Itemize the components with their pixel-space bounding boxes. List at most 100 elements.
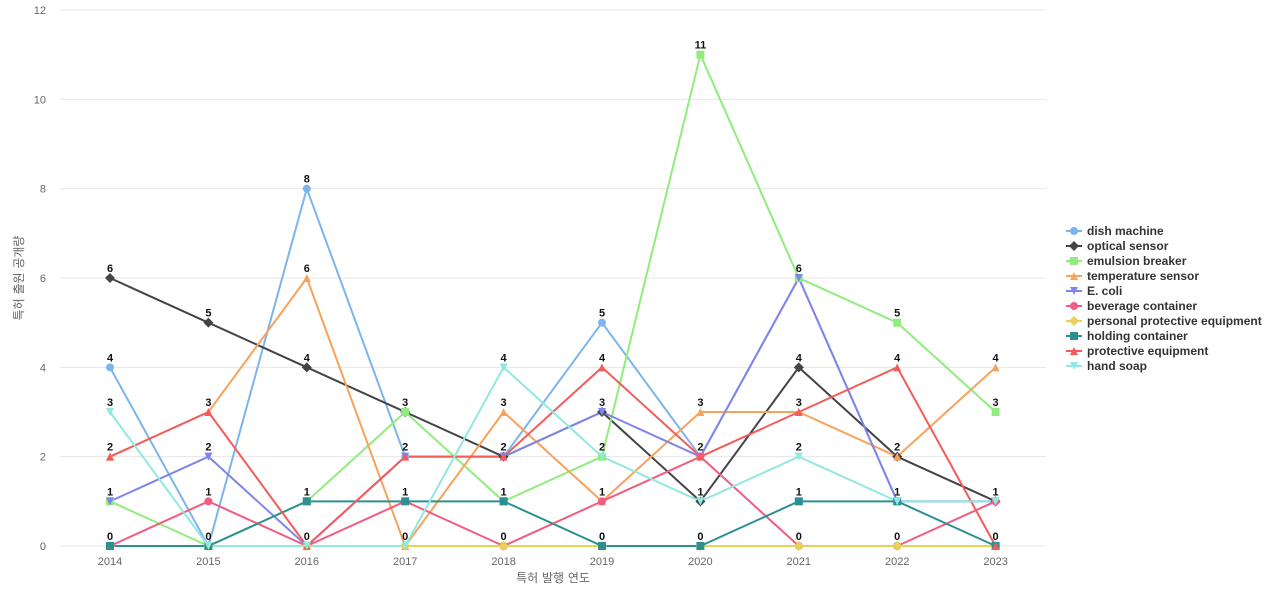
data-label: 0 (402, 531, 408, 543)
data-label: 0 (304, 531, 310, 543)
y-axis-title: 특허 출원 공개량 (12, 236, 26, 321)
y-tick-label: 0 (40, 541, 46, 553)
data-point (401, 542, 410, 550)
data-label: 1 (402, 486, 408, 498)
data-point (893, 497, 902, 506)
legend-label: hand soap (1087, 359, 1147, 373)
data-point (598, 363, 606, 372)
data-point (991, 363, 1000, 372)
series-lines (109, 53, 997, 547)
data-point (598, 318, 606, 327)
legend-item[interactable]: temperature sensor (1066, 269, 1199, 283)
legend-item[interactable]: holding container (1066, 329, 1188, 343)
data-label: 2 (205, 442, 211, 454)
data-point (499, 452, 508, 461)
x-tick-label: 2016 (295, 556, 319, 568)
series-markers (105, 50, 1001, 551)
data-label: 1 (599, 486, 605, 498)
data-label: 2 (599, 442, 605, 454)
y-tick-label: 6 (40, 273, 46, 285)
data-label: 4 (894, 352, 901, 364)
legend-marker (1069, 241, 1079, 251)
data-point (696, 452, 705, 461)
legend-label: protective equipment (1087, 344, 1208, 358)
data-label: 4 (501, 352, 508, 364)
data-point (302, 274, 311, 282)
data-point (105, 273, 115, 283)
legend-marker (1070, 287, 1078, 295)
data-point (794, 408, 803, 416)
data-label: 1 (205, 486, 211, 498)
data-label: 2 (107, 442, 113, 454)
data-point (401, 408, 410, 416)
data-label: 4 (796, 352, 803, 364)
data-point (893, 363, 902, 372)
data-label: 3 (697, 397, 703, 409)
x-tick-label: 2022 (885, 556, 909, 568)
x-tick-label: 2015 (196, 556, 220, 568)
legend-label: personal protective equipment (1087, 314, 1262, 328)
data-point (793, 541, 804, 551)
data-point (499, 408, 508, 416)
legend-marker (1070, 347, 1078, 355)
legend-marker (1069, 316, 1079, 326)
data-point (302, 497, 311, 506)
data-point (794, 452, 803, 461)
x-tick-label: 2019 (590, 556, 614, 568)
data-label: 3 (402, 397, 408, 409)
data-label: 4 (599, 352, 606, 364)
legend-item[interactable]: protective equipment (1066, 344, 1208, 358)
legend-label: E. coli (1087, 284, 1122, 298)
x-tick-label: 2017 (393, 556, 417, 568)
data-point (598, 408, 606, 416)
legend-item[interactable]: emulsion breaker (1066, 254, 1187, 268)
y-tick-label: 2 (40, 452, 46, 464)
legend-label: dish machine (1087, 224, 1164, 238)
data-point (696, 542, 705, 550)
data-label: 0 (205, 531, 211, 543)
data-point (302, 542, 311, 550)
data-label: 1 (993, 486, 999, 498)
x-tick-label: 2023 (983, 556, 1007, 568)
legend-marker (1070, 227, 1078, 235)
y-tick-label: 8 (40, 184, 46, 196)
legend-marker (1070, 302, 1078, 310)
legend-item[interactable]: beverage container (1066, 299, 1197, 313)
data-label: 3 (993, 397, 999, 409)
data-point (401, 497, 410, 506)
legend-item[interactable]: E. coli (1066, 284, 1122, 298)
series-line (109, 366, 996, 547)
data-label: 6 (107, 263, 113, 275)
legend-label: emulsion breaker (1087, 254, 1187, 268)
data-point (204, 452, 213, 461)
data-label: 6 (796, 263, 802, 275)
data-label: 5 (599, 308, 605, 320)
y-tick-label: 12 (34, 5, 46, 17)
legend-item[interactable]: dish machine (1066, 224, 1164, 238)
x-tick-label: 2021 (787, 556, 811, 568)
data-point (106, 497, 114, 506)
legend-item[interactable]: hand soap (1066, 359, 1147, 373)
legend-item[interactable]: optical sensor (1066, 239, 1169, 253)
data-point (106, 542, 114, 550)
data-point (794, 497, 803, 506)
gridlines (60, 9, 1046, 547)
legend-label: temperature sensor (1087, 269, 1199, 283)
data-point (498, 541, 509, 551)
legend-label: beverage container (1087, 299, 1197, 313)
data-label: 3 (205, 397, 211, 409)
data-label: 2 (796, 442, 802, 454)
data-point (598, 497, 606, 506)
legend-marker (1070, 272, 1078, 280)
legend-item[interactable]: personal protective equipment (1066, 314, 1262, 328)
y-tick-label: 10 (34, 94, 46, 106)
data-point (203, 317, 214, 328)
data-label: 2 (697, 442, 703, 454)
data-point (598, 452, 606, 461)
data-label: 2 (894, 442, 900, 454)
data-label: 2 (501, 442, 507, 454)
data-label: 1 (894, 486, 900, 498)
data-point (991, 542, 1000, 550)
